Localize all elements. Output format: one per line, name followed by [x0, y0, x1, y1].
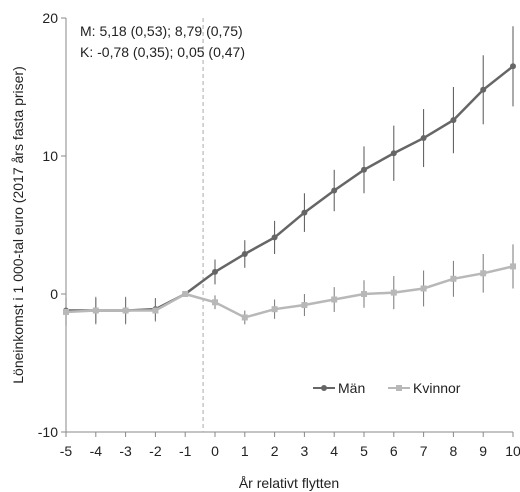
y-tick-label: 10: [42, 148, 58, 164]
data-point-men: [331, 187, 338, 194]
series-men: [63, 26, 516, 323]
data-point-women: [63, 308, 69, 315]
legend: Män Kvinnor: [313, 380, 461, 396]
data-point-men: [420, 135, 427, 142]
data-point-women: [331, 296, 338, 303]
legend-item-women: Kvinnor: [388, 380, 461, 396]
x-tick-label: 6: [390, 443, 398, 459]
series-line-men: [66, 65, 514, 312]
data-point-men: [390, 150, 397, 157]
series-women: [63, 244, 516, 326]
data-point-men: [301, 209, 308, 216]
y-axis-title: Löneinkomst i 1 000-tal euro (2017 års f…: [10, 66, 26, 384]
legend-label-men: Män: [338, 380, 365, 396]
x-tick-label: -1: [179, 443, 192, 459]
data-point-women: [182, 291, 189, 297]
data-point-men: [271, 234, 278, 241]
x-tick-label: 7: [420, 443, 428, 459]
x-tick-label: -3: [119, 443, 132, 459]
data-point-women: [361, 291, 367, 297]
x-axis-title: År relativt flytten: [239, 475, 339, 491]
data-point-women: [92, 307, 99, 314]
data-point-men: [212, 268, 218, 275]
data-point-men: [510, 63, 516, 70]
annotation-men: M: 5,18 (0,53); 8,79 (0,75): [80, 23, 243, 39]
x-tick-label: 4: [330, 443, 338, 459]
data-point-women: [212, 299, 218, 306]
x-tick-label: 1: [241, 443, 249, 459]
data-point-women: [510, 263, 516, 270]
annotation-women: K: -0,78 (0,35); 0,05 (0,47): [80, 44, 245, 60]
data-point-women: [152, 307, 159, 314]
x-tick-label: 2: [271, 443, 279, 459]
legend-label-women: Kvinnor: [413, 380, 461, 396]
series-line-women: [65, 265, 514, 319]
data-point-women: [390, 289, 397, 296]
x-tick-label: 0: [211, 443, 219, 459]
y-tick-label: -10: [38, 424, 58, 440]
x-tick-label: -4: [90, 443, 103, 459]
x-tick-label: 8: [450, 443, 458, 459]
data-point-men: [480, 86, 487, 93]
x-tick-label: 10: [505, 443, 520, 459]
series-layer: [63, 26, 516, 326]
data-point-men: [361, 166, 367, 173]
legend-marker-women: [396, 385, 402, 391]
data-point-women: [450, 275, 457, 282]
legend-marker-men: [321, 385, 327, 391]
x-tick-label: 9: [479, 443, 487, 459]
data-point-women: [241, 314, 248, 321]
x-tick-label: -2: [149, 443, 162, 459]
data-point-women: [480, 270, 487, 277]
data-point-men: [450, 117, 457, 124]
data-point-men: [241, 250, 248, 257]
data-point-women: [301, 302, 308, 309]
data-point-women: [271, 306, 278, 313]
x-tick-label: 3: [301, 443, 309, 459]
x-tick-label: -5: [60, 443, 73, 459]
data-point-women: [122, 307, 129, 314]
x-tick-label: 5: [360, 443, 368, 459]
axes: [61, 17, 514, 437]
data-point-women: [420, 285, 427, 292]
y-tick-label: 0: [50, 286, 58, 302]
legend-item-men: Män: [313, 380, 365, 396]
y-tick-label: 20: [42, 10, 58, 26]
